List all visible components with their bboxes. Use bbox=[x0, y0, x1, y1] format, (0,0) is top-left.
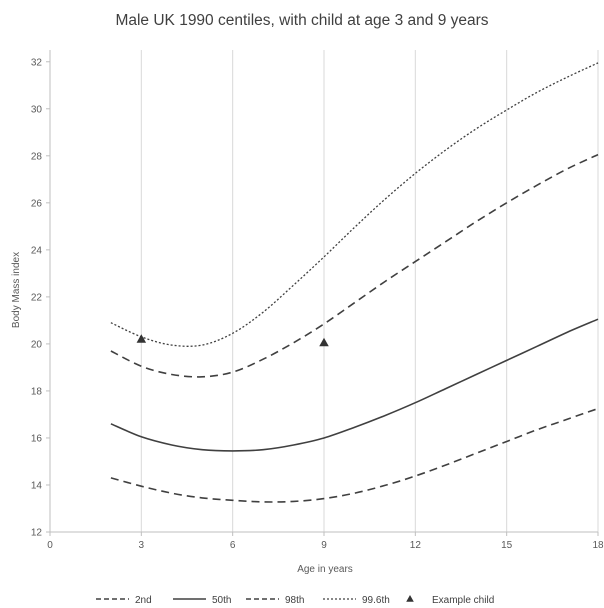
y-tick-label: 14 bbox=[31, 480, 43, 491]
series-lines bbox=[110, 62, 599, 503]
x-tick-label: 6 bbox=[230, 540, 236, 551]
x-tick-label: 3 bbox=[139, 540, 145, 551]
legend: 2nd 50th 98th 99.6th Example child bbox=[96, 595, 494, 606]
legend-label: 2nd bbox=[135, 595, 152, 606]
legend-label: 50th bbox=[212, 595, 231, 606]
x-tick-label: 9 bbox=[321, 540, 327, 551]
series-line-50th bbox=[110, 318, 599, 452]
x-tick-label: 0 bbox=[47, 540, 53, 551]
y-tick-labels: 12 14 16 18 20 22 24 26 28 30 32 bbox=[31, 57, 43, 538]
example-child-markers bbox=[136, 334, 329, 347]
grid-lines bbox=[140, 50, 599, 532]
x-tick-label: 18 bbox=[592, 540, 604, 551]
y-tick-label: 20 bbox=[31, 339, 43, 350]
x-tick-labels: 0 3 6 9 12 15 18 bbox=[47, 540, 604, 551]
x-tick-label: 12 bbox=[410, 540, 422, 551]
y-axis-label: Body Mass index bbox=[11, 252, 22, 328]
x-tick-label: 15 bbox=[501, 540, 513, 551]
chart-title: Male UK 1990 centiles, with child at age… bbox=[115, 12, 488, 29]
example-child-marker bbox=[319, 337, 329, 347]
y-tick-label: 22 bbox=[31, 292, 43, 303]
y-tick-label: 24 bbox=[31, 245, 43, 256]
example-child-marker bbox=[136, 334, 147, 343]
x-axis-label: Age in years bbox=[297, 564, 353, 575]
legend-label: Example child bbox=[432, 595, 494, 606]
legend-marker bbox=[406, 595, 414, 602]
y-tick-label: 26 bbox=[31, 198, 43, 209]
legend-label: 98th bbox=[285, 595, 304, 606]
series-line-98th bbox=[110, 153, 599, 378]
y-tick-label: 16 bbox=[31, 433, 43, 444]
y-tick-label: 30 bbox=[31, 104, 43, 115]
y-tick-label: 32 bbox=[31, 57, 43, 68]
series-line-99-6th bbox=[110, 62, 599, 347]
series-line-2nd bbox=[110, 407, 599, 503]
y-tick-label: 28 bbox=[31, 151, 43, 162]
y-tick-label: 18 bbox=[31, 386, 43, 397]
y-tick-label: 12 bbox=[31, 528, 43, 539]
axes bbox=[46, 50, 599, 536]
legend-label: 99.6th bbox=[362, 595, 390, 606]
